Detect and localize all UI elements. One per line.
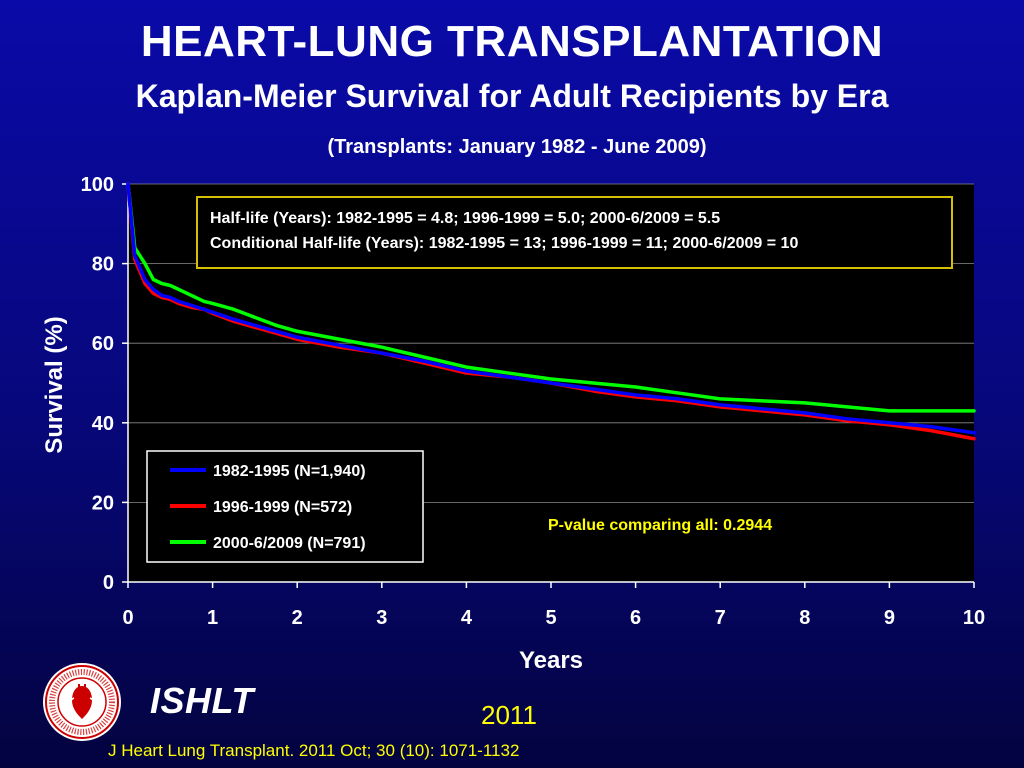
transplant-date-range: (Transplants: January 1982 - June 2009) <box>327 136 707 158</box>
x-tick-label: 5 <box>545 607 556 629</box>
x-tick-label: 7 <box>715 607 726 629</box>
x-tick-label: 10 <box>963 607 985 629</box>
survival-curves <box>126 182 976 441</box>
x-tick-label: 2 <box>292 607 303 629</box>
conditional-half-life-text: Conditional Half-life (Years): 1982-1995… <box>210 235 798 252</box>
survival-curve-line <box>126 182 976 435</box>
y-tick-label: 60 <box>92 333 114 355</box>
y-tick-label: 0 <box>103 572 114 594</box>
slide-title: HEART-LUNG TRANSPLANTATION <box>140 17 884 66</box>
half-life-box-border <box>196 196 953 269</box>
legend-entry: 2000-6/2009 (N=791) <box>213 535 366 552</box>
y-tick-label: 100 <box>81 174 114 196</box>
journal-citation: J Heart Lung Transplant. 2011 Oct; 30 (1… <box>108 741 520 760</box>
x-tick-label: 3 <box>376 607 387 629</box>
y-tick-label: 40 <box>92 413 114 435</box>
legend-entry: 1982-1995 (N=1,940) <box>213 463 366 480</box>
y-tick-label: 80 <box>92 254 114 276</box>
y-tick-label: 20 <box>92 492 114 514</box>
axes: 0 20 40 60 80 100 0 1 2 3 4 5 6 7 8 9 10 <box>81 174 986 629</box>
x-tick-label: 0 <box>122 607 133 629</box>
x-tick-label: 6 <box>630 607 641 629</box>
x-tick-label: 8 <box>799 607 810 629</box>
ishlt-brand: ISHLT <box>150 680 254 721</box>
legend-entry: 1996-1999 (N=572) <box>213 499 352 516</box>
x-tick-label: 9 <box>884 607 895 629</box>
half-life-box: Half-life (Years): 1982-1995 = 4.8; 1996… <box>196 196 953 269</box>
x-axis-label: Years <box>519 647 583 674</box>
ishlt-society-seal-icon <box>43 663 121 741</box>
legend: 1982-1995 (N=1,940) 1996-1999 (N=572) 2000… <box>146 450 424 563</box>
x-tick-label: 4 <box>461 607 473 629</box>
slide-subtitle: Kaplan-Meier Survival for Adult Recipien… <box>135 78 889 114</box>
report-year: 2011 <box>481 700 537 730</box>
p-value-annotation: P-value comparing all: 0.2944 <box>548 517 772 534</box>
half-life-text: Half-life (Years): 1982-1995 = 4.8; 1996… <box>210 210 720 227</box>
survival-curve-line <box>126 182 976 413</box>
x-tick-label: 1 <box>207 607 218 629</box>
y-axis-label: Survival (%) <box>41 316 68 453</box>
